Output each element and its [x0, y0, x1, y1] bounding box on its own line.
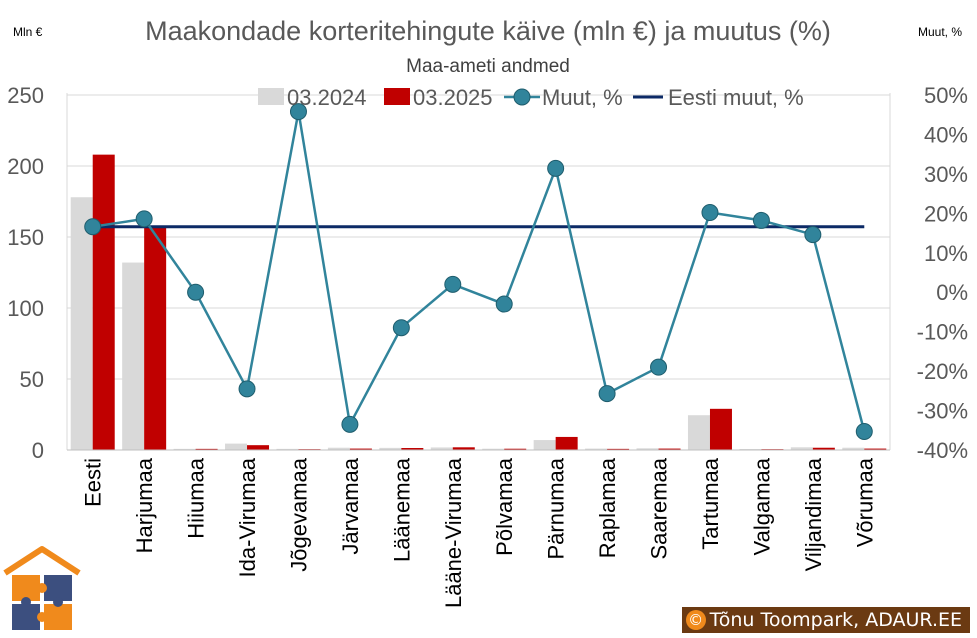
bar — [379, 447, 402, 450]
category-label: Saaremaa — [647, 457, 672, 559]
bar — [658, 448, 681, 450]
right-tick-label: 50% — [924, 83, 968, 108]
category-label: Viljandimaa — [801, 457, 826, 571]
bar — [430, 447, 453, 450]
chart-title: Maakondade korteritehingute käive (mln €… — [145, 16, 831, 46]
change-point — [650, 358, 668, 376]
right-tick-label: 10% — [924, 241, 968, 266]
right-tick-label: -30% — [917, 399, 968, 424]
legend-label: Eesti muut, % — [668, 85, 804, 110]
right-tick-label: 20% — [924, 201, 968, 226]
category-label: Jõgevamaa — [286, 457, 311, 572]
legend-swatch — [384, 88, 410, 105]
bar — [401, 448, 424, 450]
change-point — [187, 283, 205, 301]
right-tick-label: 0% — [936, 280, 968, 305]
legend: 03.2024 03.2025 Muut, % Eesti muut, % — [258, 85, 804, 110]
category-label: Põlvamaa — [492, 457, 517, 556]
bar — [533, 440, 556, 450]
change-point — [392, 319, 410, 337]
bar — [607, 448, 630, 450]
legend-label: 03.2024 — [287, 85, 367, 110]
change-point — [341, 415, 359, 433]
left-tick-label: 250 — [7, 83, 44, 108]
change-point — [701, 204, 719, 222]
bar — [276, 448, 299, 450]
bar-series — [70, 154, 887, 450]
bar — [195, 448, 218, 450]
bar — [92, 154, 115, 450]
right-tick-label: -10% — [917, 320, 968, 345]
legend-swatch — [258, 88, 284, 105]
bar — [327, 447, 350, 450]
copyright-credit: © Tõnu Toompark, ADAUR.EE — [680, 606, 971, 634]
bar — [482, 448, 505, 450]
puzzle-house-logo-icon — [3, 546, 81, 630]
category-label: Eesti — [81, 458, 106, 507]
category-label: Pärnumaa — [544, 457, 569, 559]
bar — [864, 448, 887, 450]
change-point — [804, 226, 822, 244]
right-tick-label: 40% — [924, 122, 968, 147]
bar — [452, 447, 475, 450]
change-point — [444, 275, 462, 293]
bar — [555, 436, 578, 450]
bar — [504, 448, 527, 450]
right-axis-unit: Muut, % — [918, 25, 962, 39]
change-point — [598, 385, 616, 403]
bar — [585, 448, 608, 450]
category-label: Lääne-Virumaa — [441, 457, 466, 608]
credit-text: Tõnu Toompark, ADAUR.EE — [709, 609, 962, 631]
bar — [173, 448, 196, 450]
legend-label: 03.2025 — [413, 85, 493, 110]
left-tick-label: 50 — [20, 367, 44, 392]
bar — [812, 447, 835, 450]
change-point — [289, 103, 307, 121]
category-label: Läänemaa — [389, 457, 414, 562]
bar — [687, 415, 710, 450]
axes: 0 50 100 150 200 250 -40% -30% -20% -10% 0% 10% 20% 3… — [7, 83, 968, 608]
category-label: Ida-Virumaa — [235, 457, 260, 577]
change-point — [547, 159, 565, 177]
change-point — [855, 422, 873, 440]
change-point — [752, 211, 770, 229]
bar — [70, 197, 93, 450]
legend-label: Muut, % — [542, 85, 623, 110]
left-tick-label: 150 — [7, 225, 44, 250]
category-label: Järvamaa — [338, 457, 363, 554]
right-tick-label: 30% — [924, 162, 968, 187]
bar — [709, 408, 732, 450]
category-label: Hiiumaa — [184, 457, 209, 538]
bar — [349, 448, 372, 450]
gridlines — [67, 94, 890, 380]
right-tick-label: -40% — [917, 438, 968, 463]
category-label: Valgamaa — [749, 457, 774, 555]
change-point — [495, 295, 513, 313]
left-axis-unit: Mln € — [13, 25, 43, 39]
right-tick-label: -20% — [917, 359, 968, 384]
category-label: Tartumaa — [698, 457, 723, 549]
bar — [790, 447, 813, 450]
legend-marker — [513, 88, 531, 106]
category-label: Harjumaa — [132, 457, 157, 553]
change-point — [135, 210, 153, 228]
bar — [247, 445, 270, 450]
copyright-icon: © — [685, 610, 706, 630]
category-label: Raplamaa — [595, 457, 620, 558]
chart-subtitle: Maa-ameti andmed — [406, 56, 570, 77]
category-label: Võrumaa — [852, 457, 877, 547]
change-point — [84, 218, 102, 236]
bar — [636, 448, 659, 450]
left-tick-label: 100 — [7, 296, 44, 321]
change-line — [92, 111, 866, 432]
bar — [122, 262, 145, 450]
change-point — [238, 380, 256, 398]
left-tick-label: 0 — [32, 438, 44, 463]
change-line-series — [84, 103, 873, 440]
bar — [225, 443, 248, 450]
bar — [144, 225, 167, 450]
bar — [842, 447, 865, 450]
left-tick-label: 200 — [7, 154, 44, 179]
